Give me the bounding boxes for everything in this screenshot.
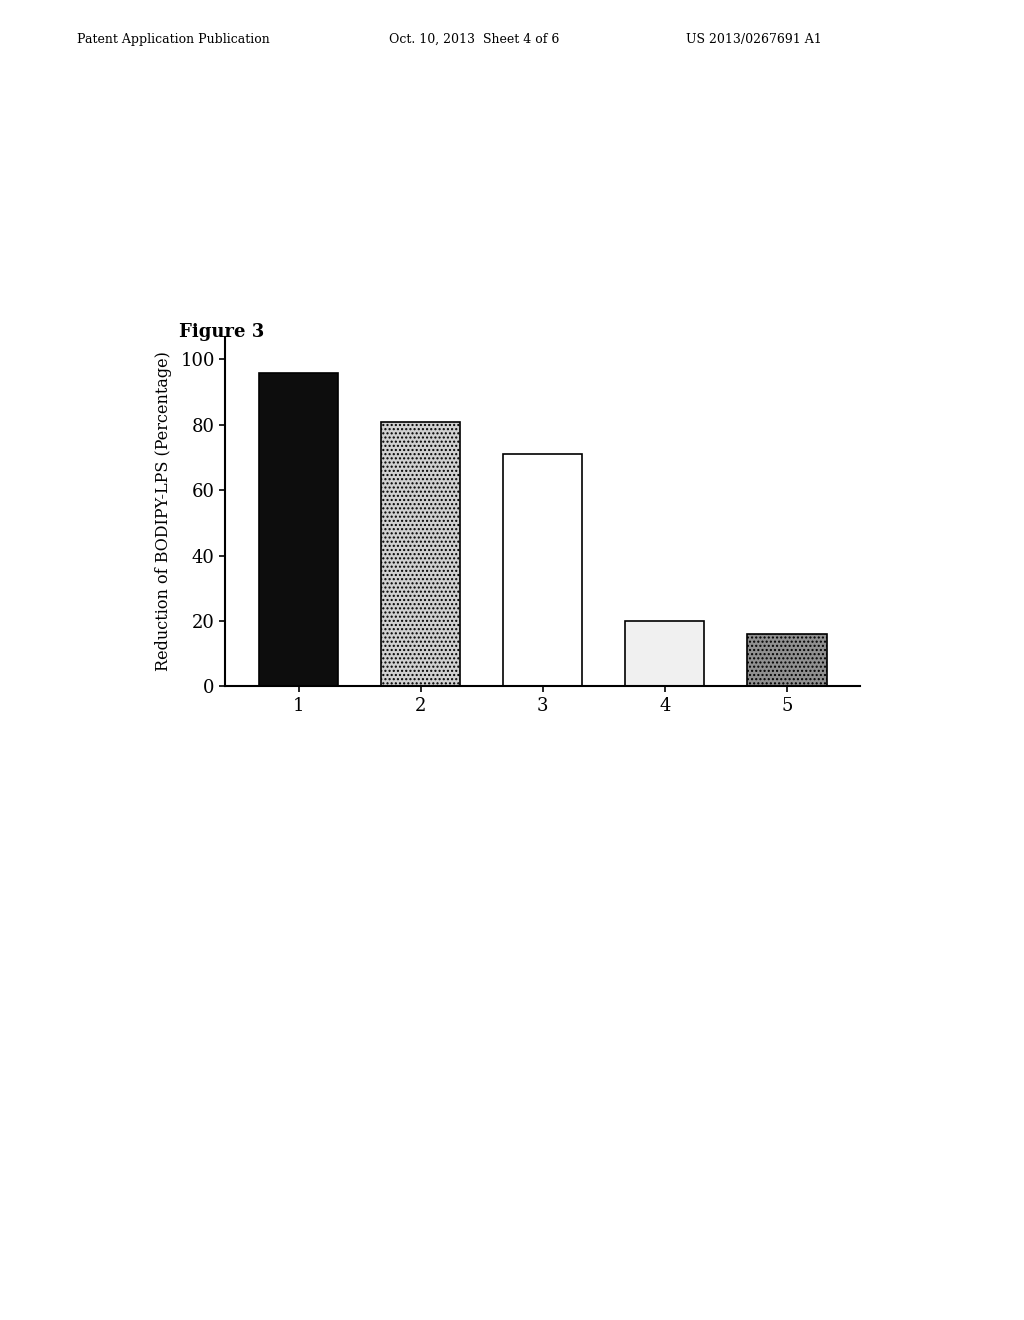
- Bar: [625, 620, 705, 686]
- Text: Figure 3: Figure 3: [179, 322, 264, 341]
- Text: US 2013/0267691 A1: US 2013/0267691 A1: [686, 33, 822, 46]
- Text: Oct. 10, 2013  Sheet 4 of 6: Oct. 10, 2013 Sheet 4 of 6: [389, 33, 559, 46]
- Bar: [503, 454, 583, 686]
- Bar: [259, 372, 338, 686]
- Text: Patent Application Publication: Patent Application Publication: [77, 33, 269, 46]
- Bar: [381, 421, 461, 686]
- Y-axis label: Reduction of BODIPY-LPS (Percentage): Reduction of BODIPY-LPS (Percentage): [155, 351, 172, 672]
- Bar: [748, 634, 826, 686]
